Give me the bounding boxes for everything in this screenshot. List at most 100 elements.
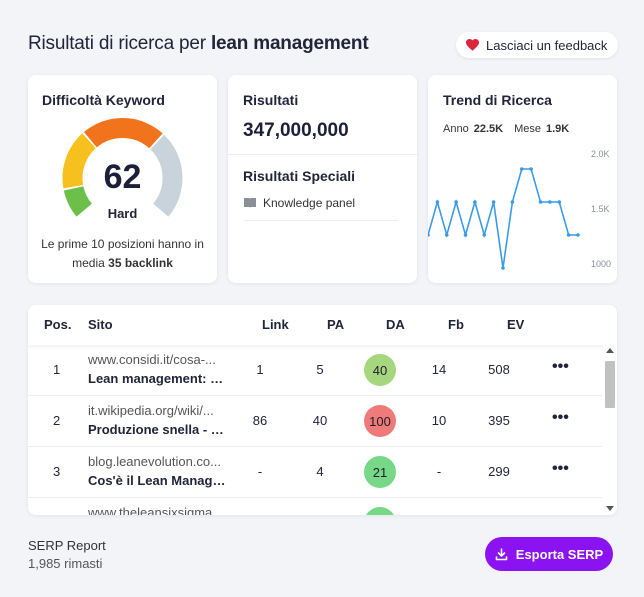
table-row[interactable]: 3 blog.leanevolution.co... Cos'è il Lean… [28, 447, 602, 498]
row-ev: 508 [488, 362, 510, 377]
table-row[interactable]: 2 it.wikipedia.org/wiki/... Produzione s… [28, 396, 602, 447]
row-fb: 14 [431, 362, 447, 377]
row-url[interactable]: www.considi.it/cosa-... [88, 352, 216, 367]
feedback-label: Lasciaci un feedback [486, 37, 608, 53]
feedback-button[interactable]: Lasciaci un feedback [456, 32, 618, 58]
more-options-icon[interactable]: ••• [552, 409, 569, 426]
trend-stats: Anno 22.5K Mese 1.9K [443, 123, 580, 135]
scroll-up-icon[interactable] [606, 348, 614, 353]
trend-month-label: Mese [514, 123, 541, 135]
trend-month-value: 1.9K [545, 123, 570, 135]
trend-line [428, 168, 578, 269]
scroll-down-icon[interactable] [606, 506, 614, 511]
difficulty-card: Difficoltà Keyword 62 Hard Le prime 10 p… [28, 75, 217, 283]
difficulty-value: 62 [103, 158, 142, 196]
difficulty-note: Le prime 10 posizioni hanno in media 35 … [36, 235, 209, 273]
col-da[interactable]: DA [386, 317, 405, 332]
download-icon [495, 547, 508, 560]
row-da-badge: 40 [364, 354, 396, 386]
trend-point [473, 200, 477, 204]
col-pos[interactable]: Pos. [44, 317, 72, 332]
special-result-label: Knowledge panel [263, 196, 356, 210]
row-title: Cos'è il Lean Manage... [88, 473, 228, 488]
row-link: - [257, 464, 263, 479]
page-title-prefix: Risultati di ricerca per [28, 33, 211, 54]
difficulty-note-backlinks: 35 backlink [108, 256, 173, 270]
gauge-segment [149, 134, 183, 217]
row-url[interactable]: blog.leanevolution.co... [88, 454, 221, 469]
row-da-badge: 21 [364, 456, 396, 488]
more-options-icon[interactable]: ••• [552, 358, 569, 375]
serp-report-title: SERP Report [28, 538, 106, 553]
difficulty-level: Hard [107, 206, 138, 221]
trend-point [576, 233, 580, 237]
trend-y-tick: 1.5K [591, 204, 610, 214]
more-options-icon[interactable]: ••• [552, 460, 569, 477]
trend-point [538, 200, 543, 204]
serp-remaining: 1,985 rimasti [28, 556, 103, 571]
trend-title: Trend di Ricerca [443, 92, 552, 108]
trend-point [444, 233, 449, 237]
scroll-thumb[interactable] [605, 361, 615, 408]
row-title: Lean management: c... [88, 371, 228, 386]
divider [228, 154, 417, 155]
trend-point [529, 167, 533, 171]
row-pa: 4 [316, 464, 324, 479]
col-ev[interactable]: EV [507, 317, 525, 332]
difficulty-gauge [62, 118, 183, 217]
row-link: 1 [256, 362, 264, 377]
row-pos: 1 [53, 362, 61, 377]
trend-point [548, 200, 552, 204]
trend-point [491, 200, 496, 204]
col-fb[interactable]: Fb [448, 317, 464, 332]
row-ev: 299 [488, 464, 510, 479]
results-card: Risultati 347,000,000 Risultati Speciali… [228, 75, 417, 283]
trend-point [566, 233, 571, 237]
gauge-segment [83, 118, 163, 149]
trend-year-label: Anno [443, 123, 469, 135]
trend-point [510, 200, 515, 204]
row-pa: 40 [312, 413, 328, 428]
row-url[interactable]: it.wikipedia.org/wiki/... [88, 403, 214, 418]
trend-chart: 2.0K 1.5K 1000 [428, 149, 611, 270]
row-pos: 3 [53, 464, 61, 479]
table-body: 1 www.considi.it/cosa-... Lean managemen… [28, 345, 602, 515]
special-results-title: Risultati Speciali [243, 168, 356, 184]
heart-icon [466, 39, 479, 51]
table-scrollbar[interactable] [603, 345, 617, 515]
difficulty-note-text: Le prime 10 posizioni hanno in media [41, 237, 204, 270]
row-fb: 10 [431, 413, 447, 428]
row-link: 86 [252, 413, 268, 428]
col-site[interactable]: Sito [88, 317, 113, 332]
trend-point [482, 233, 487, 237]
table-row[interactable]: www.theleansixsigma... [28, 498, 602, 515]
col-pa[interactable]: PA [327, 317, 345, 332]
row-ev: 395 [488, 413, 510, 428]
trend-y-tick: 1000 [591, 259, 611, 269]
trend-point [428, 233, 430, 237]
export-serp-label: Esporta SERP [515, 546, 604, 562]
trend-point [435, 200, 440, 204]
gauge-segment [62, 133, 97, 189]
row-url[interactable]: www.theleansixsigma... [88, 505, 224, 515]
row-da-badge: 100 [364, 405, 396, 437]
trend-card: Trend di Ricerca Anno 22.5K Mese 1.9K 2.… [428, 75, 617, 283]
export-serp-button[interactable]: Esporta SERP [485, 537, 613, 571]
table-row[interactable]: 1 www.considi.it/cosa-... Lean managemen… [28, 345, 602, 396]
trend-y-tick: 2.0K [591, 149, 610, 159]
col-link[interactable]: Link [262, 317, 289, 332]
page-title: Risultati di ricerca per lean management [28, 33, 369, 55]
trend-point [454, 200, 458, 204]
row-pos: 2 [53, 413, 61, 428]
serp-table: Pos. Sito Link PA DA Fb EV 1 www.considi… [28, 305, 617, 515]
trend-year-value: 22.5K [473, 123, 504, 135]
special-result-item: Knowledge panel [243, 196, 398, 221]
difficulty-title: Difficoltà Keyword [42, 92, 165, 108]
gauge-segment [63, 185, 93, 217]
trend-point [463, 233, 468, 237]
book-icon [244, 198, 256, 208]
results-count: 347,000,000 [243, 120, 349, 141]
row-da-badge [364, 507, 396, 515]
trend-point [501, 266, 505, 270]
row-title: Produzione snella - W... [88, 422, 228, 437]
